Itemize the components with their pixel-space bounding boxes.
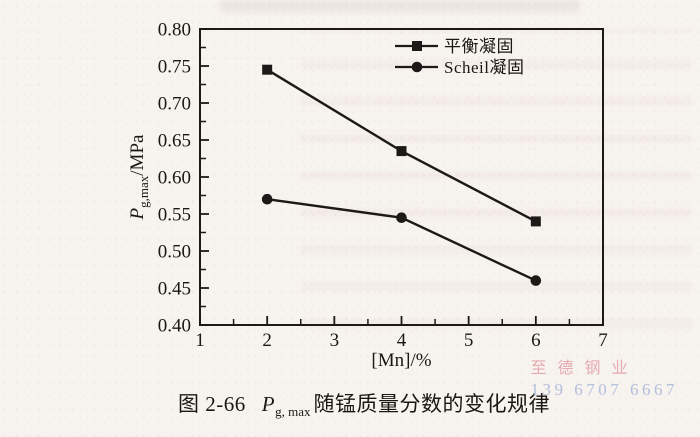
x-axis-title: [Mn]/% (371, 350, 431, 371)
caption-text: 随锰质量分数的变化规律 (313, 392, 550, 416)
x-tick-label: 3 (330, 330, 340, 351)
data-point-marker-square (530, 216, 541, 227)
y-tick-label: 0.80 (158, 20, 191, 41)
y-tick-label: 0.45 (158, 279, 191, 300)
y-tick-label: 0.60 (158, 168, 191, 189)
x-tick-label: 6 (531, 330, 541, 351)
legend-entry-label: Scheil凝固 (444, 58, 525, 77)
x-tick-label: 5 (464, 330, 474, 351)
watermark: 至德钢业 139 6707 6667 (531, 359, 679, 400)
plot-frame (199, 28, 604, 326)
y-tick-label: 0.65 (158, 131, 191, 152)
x-tick-label: 7 (598, 330, 608, 351)
caption-symbol: Pg, max (261, 392, 311, 420)
series-line-scheil (267, 198, 537, 282)
y-tick-label: 0.55 (158, 205, 191, 226)
y-axis-title: Pg,max/MPa (127, 134, 151, 220)
y-tick-label: 0.75 (158, 57, 191, 78)
y-tick-label: 0.70 (158, 94, 191, 115)
watermark-phone: 139 6707 6667 (530, 380, 678, 399)
x-tick-label: 1 (195, 330, 205, 351)
figure-caption: 图 2-66 Pg, max 随锰质量分数的变化规律 (178, 388, 550, 420)
data-point-marker-square (396, 146, 407, 157)
figure-number: 图 2-66 (178, 392, 246, 416)
data-point-marker-square (412, 41, 422, 51)
data-point-marker-circle (261, 193, 273, 205)
x-tick-label: 4 (397, 330, 407, 351)
x-tick-label: 2 (262, 330, 272, 351)
data-point-marker-circle (396, 212, 407, 223)
data-point-marker-square (262, 64, 273, 75)
y-tick-label: 0.50 (158, 242, 191, 263)
y-tick-label: 0.40 (158, 316, 191, 337)
legend-entry-label: 平衡凝固 (444, 37, 514, 56)
data-point-marker-circle (411, 61, 423, 73)
data-point-marker-circle (530, 275, 542, 286)
series-line-equilibrium (266, 68, 537, 223)
watermark-company: 至德钢业 (530, 360, 639, 377)
